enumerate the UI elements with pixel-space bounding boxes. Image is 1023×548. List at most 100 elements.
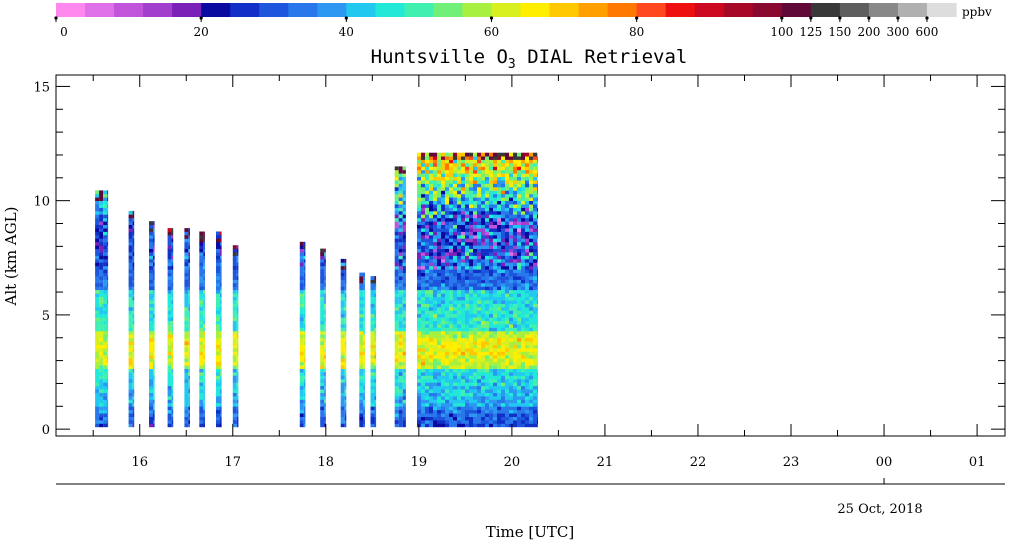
heatmap-cell xyxy=(497,245,501,249)
heatmap-cell xyxy=(509,200,513,205)
heatmap-cell xyxy=(363,282,365,287)
heatmap-cell xyxy=(149,300,153,304)
heatmap-cell xyxy=(398,378,403,383)
heatmap-cell xyxy=(429,399,433,404)
heatmap-cell xyxy=(453,344,457,349)
heatmap-cell xyxy=(417,296,421,301)
heatmap-cell xyxy=(153,396,155,400)
heatmap-cell xyxy=(489,269,493,273)
heatmap-cell xyxy=(493,382,497,387)
heatmap-cell xyxy=(521,282,525,287)
heatmap-cell xyxy=(421,204,425,208)
heatmap-cell xyxy=(303,252,306,256)
heatmap-cell xyxy=(441,197,445,201)
heatmap-cell xyxy=(103,389,108,393)
heatmap-cell xyxy=(521,176,525,181)
heatmap-cell xyxy=(99,207,104,212)
heatmap-cell xyxy=(529,365,533,369)
heatmap-cell xyxy=(525,293,529,297)
heatmap-cell xyxy=(529,169,533,174)
heatmap-cell xyxy=(437,330,441,335)
heatmap-cell xyxy=(529,204,533,208)
heatmap-cell xyxy=(441,248,445,253)
heatmap-cell xyxy=(493,324,497,328)
heatmap-cell xyxy=(501,166,505,171)
heatmap-cell xyxy=(103,365,108,369)
heatmap-cell xyxy=(421,183,425,188)
heatmap-cell xyxy=(517,344,521,349)
heatmap-cell xyxy=(398,176,403,181)
heatmap-cell xyxy=(465,265,469,270)
heatmap-cell xyxy=(398,200,403,205)
heatmap-cell xyxy=(103,221,108,225)
heatmap-cell xyxy=(537,200,538,205)
heatmap-cell xyxy=(320,313,325,318)
heatmap-cell xyxy=(449,375,453,380)
heatmap-cell xyxy=(441,183,445,188)
heatmap-cell xyxy=(509,327,513,332)
heatmap-cell xyxy=(521,375,525,380)
heatmap-cell xyxy=(509,163,513,167)
heatmap-cell xyxy=(203,262,205,267)
heatmap-cell xyxy=(481,351,485,356)
heatmap-cell xyxy=(216,385,220,390)
heatmap-cell xyxy=(398,272,403,277)
heatmap-cell xyxy=(497,272,501,277)
heatmap-cell xyxy=(521,358,525,363)
heatmap-cell xyxy=(232,317,237,321)
heatmap-cell xyxy=(340,286,345,291)
heatmap-cell xyxy=(359,327,364,332)
heatmap-cell xyxy=(433,303,437,308)
heatmap-cell xyxy=(417,313,421,318)
heatmap-cell xyxy=(429,258,433,263)
heatmap-cell xyxy=(132,423,135,428)
heatmap-cell xyxy=(481,313,485,318)
heatmap-cell xyxy=(433,296,437,301)
heatmap-cell xyxy=(103,200,108,205)
heatmap-cell xyxy=(485,413,489,417)
heatmap-cell xyxy=(473,413,477,417)
heatmap-cell xyxy=(517,368,521,373)
heatmap-cell xyxy=(128,324,133,328)
heatmap-cell xyxy=(477,382,481,387)
heatmap-cell xyxy=(433,279,437,284)
heatmap-cell xyxy=(457,344,461,349)
heatmap-cell xyxy=(429,228,433,232)
heatmap-cell xyxy=(469,327,473,332)
y-tick-label: 0 xyxy=(42,423,50,438)
heatmap-cell xyxy=(513,272,517,277)
heatmap-cell xyxy=(95,252,100,256)
heatmap-cell xyxy=(188,358,190,363)
heatmap-cell xyxy=(453,245,457,249)
heatmap-cell xyxy=(441,187,445,191)
heatmap-cell xyxy=(421,262,425,267)
heatmap-cell xyxy=(363,402,365,407)
heatmap-cell xyxy=(374,279,377,284)
heatmap-cell xyxy=(481,324,485,328)
heatmap-cell xyxy=(344,303,347,308)
heatmap-cell xyxy=(521,365,525,369)
heatmap-cell xyxy=(188,396,190,400)
heatmap-cell xyxy=(149,385,153,390)
heatmap-cell xyxy=(421,296,425,301)
heatmap-cell xyxy=(437,217,441,222)
heatmap-cell xyxy=(417,224,421,229)
heatmap-cell xyxy=(469,217,473,222)
heatmap-cell xyxy=(537,385,538,390)
heatmap-cell xyxy=(485,176,489,181)
heatmap-cell xyxy=(320,262,325,267)
heatmap-cell xyxy=(529,180,533,184)
heatmap-cell xyxy=(485,180,489,184)
heatmap-cell xyxy=(493,238,497,243)
heatmap-cell xyxy=(236,341,239,345)
heatmap-cell xyxy=(469,406,473,411)
heatmap-cell xyxy=(505,286,509,291)
heatmap-cell xyxy=(359,365,364,369)
heatmap-cell xyxy=(149,402,153,407)
heatmap-cell xyxy=(525,378,529,383)
heatmap-cell xyxy=(437,159,441,164)
heatmap-cell xyxy=(449,276,453,280)
heatmap-cell xyxy=(497,320,501,325)
heatmap-cell xyxy=(441,306,445,311)
heatmap-cell xyxy=(236,423,239,428)
